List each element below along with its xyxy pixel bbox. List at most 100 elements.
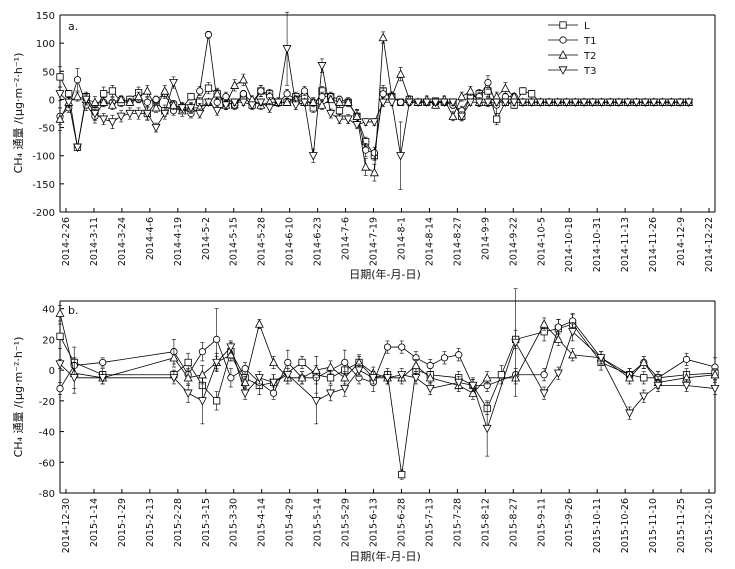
panel-b-point-t3 bbox=[55, 360, 65, 369]
panel-a-point-t3 bbox=[675, 98, 685, 108]
panel-a-point-t2 bbox=[282, 97, 292, 106]
panel-a-point-t3 bbox=[352, 121, 362, 130]
legend-marker bbox=[559, 36, 567, 44]
panel-a-point-t1 bbox=[204, 31, 213, 39]
panel-b-x-tick-label: 2015-7-13 bbox=[424, 498, 435, 547]
panel-a-point-t3 bbox=[142, 109, 152, 119]
panel-b-x-tick-label: 2015-7-28 bbox=[452, 498, 463, 547]
panel-a-x-tick-label: 2014-6-10 bbox=[285, 217, 296, 266]
panel-b-point-t3 bbox=[482, 424, 492, 434]
panel-a-legend: L T1 T2 T3 bbox=[548, 21, 596, 77]
panel-b-point-t3 bbox=[368, 374, 378, 383]
panel-b-x-tick-label: 2015-3-15 bbox=[201, 498, 212, 547]
panel-b-y-tick-label: -60 bbox=[39, 458, 55, 469]
panel-a-point-t2 bbox=[317, 100, 327, 109]
panel-a-point-t3 bbox=[614, 98, 624, 108]
panel-a-point-t1 bbox=[257, 87, 265, 95]
panel-b-point-t3 bbox=[596, 354, 606, 363]
panel-b-point-t2 bbox=[240, 377, 250, 387]
panel-a-x-tick-label: 2014-5-28 bbox=[257, 217, 268, 266]
panel-a-point-t3 bbox=[169, 78, 178, 88]
panel-a-point-l bbox=[335, 107, 344, 115]
panel-a-y-label: CH₄ 通量 /(μg·m⁻²·h⁻¹) bbox=[12, 53, 25, 174]
panel-a-point-t2 bbox=[212, 88, 222, 98]
panel-b-point-t2 bbox=[183, 372, 193, 382]
panel-a-point-t3 bbox=[343, 115, 353, 124]
panel-a-point-t3 bbox=[369, 118, 379, 127]
panel-a-series-l bbox=[56, 66, 693, 161]
panel-a-x-label: 日期(年-月-日) bbox=[349, 267, 421, 281]
panel-b-point-t3 bbox=[269, 378, 279, 388]
panel-a-label: a. bbox=[68, 20, 78, 33]
legend-item-t2: T2 bbox=[548, 50, 596, 62]
panel-a-point-t3 bbox=[500, 98, 510, 108]
panel-b-point-t3 bbox=[183, 389, 193, 399]
panel-b-point-t2 bbox=[539, 319, 549, 328]
panel-b-point-t2 bbox=[311, 365, 321, 374]
panel-a-x-tick-label: 2014-8-14 bbox=[424, 217, 435, 266]
panel-a-point-t2 bbox=[369, 167, 379, 177]
panel-a-point-t2 bbox=[378, 32, 388, 42]
panel-b-point-t2 bbox=[468, 388, 478, 397]
panel-a-point-t3 bbox=[431, 98, 440, 108]
panel-a-x-tick-label: 2014-7-6 bbox=[341, 217, 352, 260]
panel-a-point-t1 bbox=[396, 98, 405, 106]
panel-b-point-t2 bbox=[425, 372, 435, 382]
panel-b-point-t2 bbox=[553, 334, 563, 344]
panel-a-point-t2 bbox=[125, 97, 135, 106]
panel-a-point-t3 bbox=[212, 107, 222, 116]
panel-b-point-t1 bbox=[198, 348, 206, 356]
panel-a-point-t3 bbox=[99, 115, 109, 124]
panel-a-x-tick-label: 2014-6-23 bbox=[313, 217, 324, 266]
panel-a-point-t3 bbox=[238, 98, 248, 108]
legend-label: T3 bbox=[583, 66, 596, 77]
panel-b-x-tick-label: 2015-9-26 bbox=[564, 498, 575, 547]
panel-a-point-l bbox=[493, 115, 501, 123]
panel-a-point-t2 bbox=[343, 97, 353, 106]
panel-a-point-l bbox=[65, 90, 73, 98]
panel-a-x-tick-label: 2014-10-18 bbox=[564, 217, 575, 272]
panel-a-point-t3 bbox=[483, 98, 493, 108]
panel-b-point-t2 bbox=[482, 372, 492, 382]
panel-a-series-t3 bbox=[55, 11, 694, 190]
legend-item-l: L bbox=[548, 21, 590, 32]
panel-b-point-t1 bbox=[241, 364, 249, 373]
panel-a-point-t3 bbox=[308, 152, 318, 161]
panel-a-point-t2 bbox=[361, 162, 371, 171]
panel-a-point-t3 bbox=[518, 98, 528, 108]
panel-a-y-tick-label: 50 bbox=[42, 67, 55, 78]
panel-b-point-t2 bbox=[326, 362, 336, 371]
panel-b-point-t1 bbox=[398, 343, 406, 351]
panel-a-point-t3 bbox=[300, 98, 309, 108]
panel-b-point-t3 bbox=[511, 338, 521, 348]
panel-b-point-t3 bbox=[397, 371, 407, 380]
panel-a-y-tick-label: 100 bbox=[36, 39, 55, 50]
panel-a-x-tick-label: 2014-5-15 bbox=[229, 217, 240, 266]
panel-a-point-t3 bbox=[640, 98, 650, 108]
panel-b-y-tick-label: -40 bbox=[39, 428, 55, 439]
panel-a-point-t3 bbox=[317, 62, 327, 71]
panel-b-point-t3 bbox=[69, 374, 79, 383]
panel-b-x-label: 日期(年-月-日) bbox=[349, 549, 421, 563]
panel-b-point-t3 bbox=[653, 381, 663, 391]
panel-b-point-l bbox=[213, 397, 221, 405]
panel-b-point-t3 bbox=[682, 381, 691, 391]
panel-a-point-t3 bbox=[247, 101, 257, 110]
panel-b-x-tick-label: 2015-4-14 bbox=[257, 498, 268, 547]
panel-b-point-l bbox=[497, 371, 506, 379]
panel-b-point-t1 bbox=[540, 371, 548, 379]
legend-marker bbox=[558, 50, 568, 59]
panel-a-point-t3 bbox=[160, 109, 170, 119]
panel-a-x-tick-label: 2014-9-9 bbox=[480, 217, 491, 260]
panel-b-point-l bbox=[640, 374, 648, 382]
panel-a-point-t2 bbox=[134, 91, 144, 101]
panel-a-point-t3 bbox=[326, 109, 336, 119]
panel-b-x-tick-label: 2015-11-10 bbox=[648, 498, 659, 553]
panel-a-point-t3 bbox=[265, 104, 275, 113]
panel-a-point-t3 bbox=[562, 98, 571, 108]
panel-b-point-t3 bbox=[411, 374, 421, 383]
panel-b-point-t3 bbox=[425, 384, 435, 394]
panel-a-point-t2 bbox=[230, 80, 240, 89]
panel-b-x-tick-label: 2015-9-11 bbox=[536, 498, 547, 547]
panel-a-point-t3 bbox=[378, 98, 388, 108]
